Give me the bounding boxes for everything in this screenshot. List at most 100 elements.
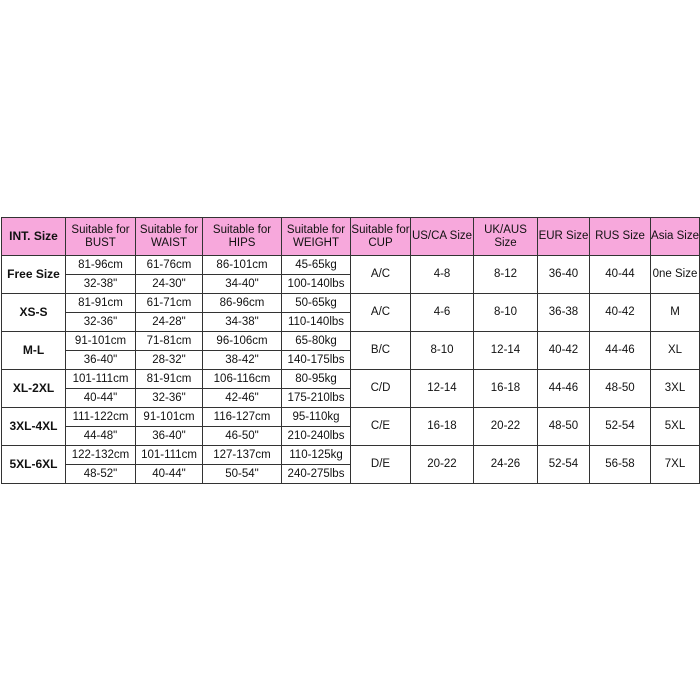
eur-cell: 52-54 xyxy=(537,445,590,484)
header-int-size: INT. Size xyxy=(1,217,66,256)
bust-cell: 122-132cm xyxy=(65,445,136,465)
rus-cell: 56-58 xyxy=(589,445,651,484)
table-row: 36-40" 28-32" 38-42" 140-175lbs xyxy=(2,350,700,370)
waist-cell: 61-76cm xyxy=(135,255,203,275)
waist-cell: 101-111cm xyxy=(135,445,203,465)
weight-cell: 80-95kg xyxy=(281,369,351,389)
weight-cell: 110-125kg xyxy=(281,445,351,465)
table-row: 44-48" 36-40" 46-50" 210-240lbs xyxy=(2,426,700,446)
table-row: 48-52" 40-44" 50-54" 240-275lbs xyxy=(2,464,700,484)
us-cell: 12-14 xyxy=(410,369,474,408)
hips-cell: 38-42" xyxy=(202,350,282,370)
bust-cell: 81-96cm xyxy=(65,255,136,275)
eur-cell: 48-50 xyxy=(537,407,590,446)
size-cell: XS-S xyxy=(1,293,66,332)
size-cell: XL-2XL xyxy=(1,369,66,408)
bust-cell: 32-36" xyxy=(65,312,136,332)
asia-cell: XL xyxy=(650,331,700,370)
table-row: 40-44" 32-36" 42-46" 175-210lbs xyxy=(2,388,700,408)
waist-cell: 40-44" xyxy=(135,464,203,484)
bust-cell: 40-44" xyxy=(65,388,136,408)
us-cell: 8-10 xyxy=(410,331,474,370)
eur-cell: 36-38 xyxy=(537,293,590,332)
hips-cell: 86-101cm xyxy=(202,255,282,275)
us-cell: 20-22 xyxy=(410,445,474,484)
hips-cell: 34-40" xyxy=(202,274,282,294)
table-row: 5XL-6XL 122-132cm 101-111cm 127-137cm 110-12… xyxy=(1,445,700,484)
weight-cell: 210-240lbs xyxy=(281,426,351,446)
weight-cell: 100-140lbs xyxy=(281,274,351,294)
weight-cell: 175-210lbs xyxy=(281,388,351,408)
size-cell: 5XL-6XL xyxy=(1,445,66,484)
uk-cell: 8-12 xyxy=(473,255,538,294)
weight-cell: 110-140lbs xyxy=(281,312,351,332)
size-cell: M-L xyxy=(1,331,66,370)
hips-cell: 127-137cm xyxy=(202,445,282,465)
header-us-ca-size: US/CA Size xyxy=(410,217,474,256)
table-row: Free Size 81-96cm 61-76cm 86-101cm 45-65kg A/… xyxy=(1,255,700,294)
header-uk-aus-size: UK/AUS Size xyxy=(473,217,538,256)
rus-cell: 40-42 xyxy=(589,293,651,332)
weight-cell: 240-275lbs xyxy=(281,464,351,484)
bust-cell: 44-48" xyxy=(65,426,136,446)
bust-cell: 36-40" xyxy=(65,350,136,370)
rus-cell: 40-44 xyxy=(589,255,651,294)
header-eur-size: EUR Size xyxy=(537,217,590,256)
rus-cell: 48-50 xyxy=(589,369,651,408)
header-rus-size: RUS Size xyxy=(589,217,651,256)
asia-cell: 7XL xyxy=(650,445,700,484)
eur-cell: 36-40 xyxy=(537,255,590,294)
us-cell: 4-6 xyxy=(410,293,474,332)
asia-cell: 3XL xyxy=(650,369,700,408)
waist-cell: 32-36" xyxy=(135,388,203,408)
bust-cell: 32-38" xyxy=(65,274,136,294)
size-cell: Free Size xyxy=(1,255,66,294)
header-cup: Suitable for CUP xyxy=(350,217,411,256)
bust-cell: 48-52" xyxy=(65,464,136,484)
uk-cell: 12-14 xyxy=(473,331,538,370)
asia-cell: 5XL xyxy=(650,407,700,446)
waist-cell: 71-81cm xyxy=(135,331,203,351)
us-cell: 16-18 xyxy=(410,407,474,446)
cup-cell: C/D xyxy=(350,369,411,408)
size-chart-table: INT. Size Suitable for BUST Suitable for W… xyxy=(1,217,700,484)
asia-cell: M xyxy=(650,293,700,332)
us-cell: 4-8 xyxy=(410,255,474,294)
header-waist: Suitable for WAIST xyxy=(135,217,203,256)
table-row: 3XL-4XL 111-122cm 91-101cm 116-127cm 95-110k… xyxy=(1,407,700,446)
hips-cell: 86-96cm xyxy=(202,293,282,313)
cup-cell: C/E xyxy=(350,407,411,446)
eur-cell: 44-46 xyxy=(537,369,590,408)
waist-cell: 61-71cm xyxy=(135,293,203,313)
waist-cell: 91-101cm xyxy=(135,407,203,427)
bust-cell: 111-122cm xyxy=(65,407,136,427)
rus-cell: 44-46 xyxy=(589,331,651,370)
header-hips: Suitable for HIPS xyxy=(202,217,282,256)
uk-cell: 16-18 xyxy=(473,369,538,408)
rus-cell: 52-54 xyxy=(589,407,651,446)
hips-cell: 46-50" xyxy=(202,426,282,446)
table-row: XS-S 81-91cm 61-71cm 86-96cm 50-65kg A/C 4-6 8-… xyxy=(1,293,700,332)
cup-cell: A/C xyxy=(350,255,411,294)
hips-cell: 34-38" xyxy=(202,312,282,332)
header-weight: Suitable for WEIGHT xyxy=(281,217,351,256)
hips-cell: 50-54" xyxy=(202,464,282,484)
cup-cell: D/E xyxy=(350,445,411,484)
waist-cell: 24-30" xyxy=(135,274,203,294)
weight-cell: 95-110kg xyxy=(281,407,351,427)
uk-cell: 24-26 xyxy=(473,445,538,484)
weight-cell: 140-175lbs xyxy=(281,350,351,370)
bust-cell: 81-91cm xyxy=(65,293,136,313)
hips-cell: 106-116cm xyxy=(202,369,282,389)
size-cell: 3XL-4XL xyxy=(1,407,66,446)
uk-cell: 8-10 xyxy=(473,293,538,332)
eur-cell: 40-42 xyxy=(537,331,590,370)
waist-cell: 24-28" xyxy=(135,312,203,332)
waist-cell: 81-91cm xyxy=(135,369,203,389)
header-asia-size: Asia Size xyxy=(650,217,700,256)
table-row: XL-2XL 101-111cm 81-91cm 106-116cm 80-95kg C/… xyxy=(1,369,700,408)
cup-cell: B/C xyxy=(350,331,411,370)
asia-cell: 0ne Size xyxy=(650,255,700,294)
uk-cell: 20-22 xyxy=(473,407,538,446)
weight-cell: 65-80kg xyxy=(281,331,351,351)
